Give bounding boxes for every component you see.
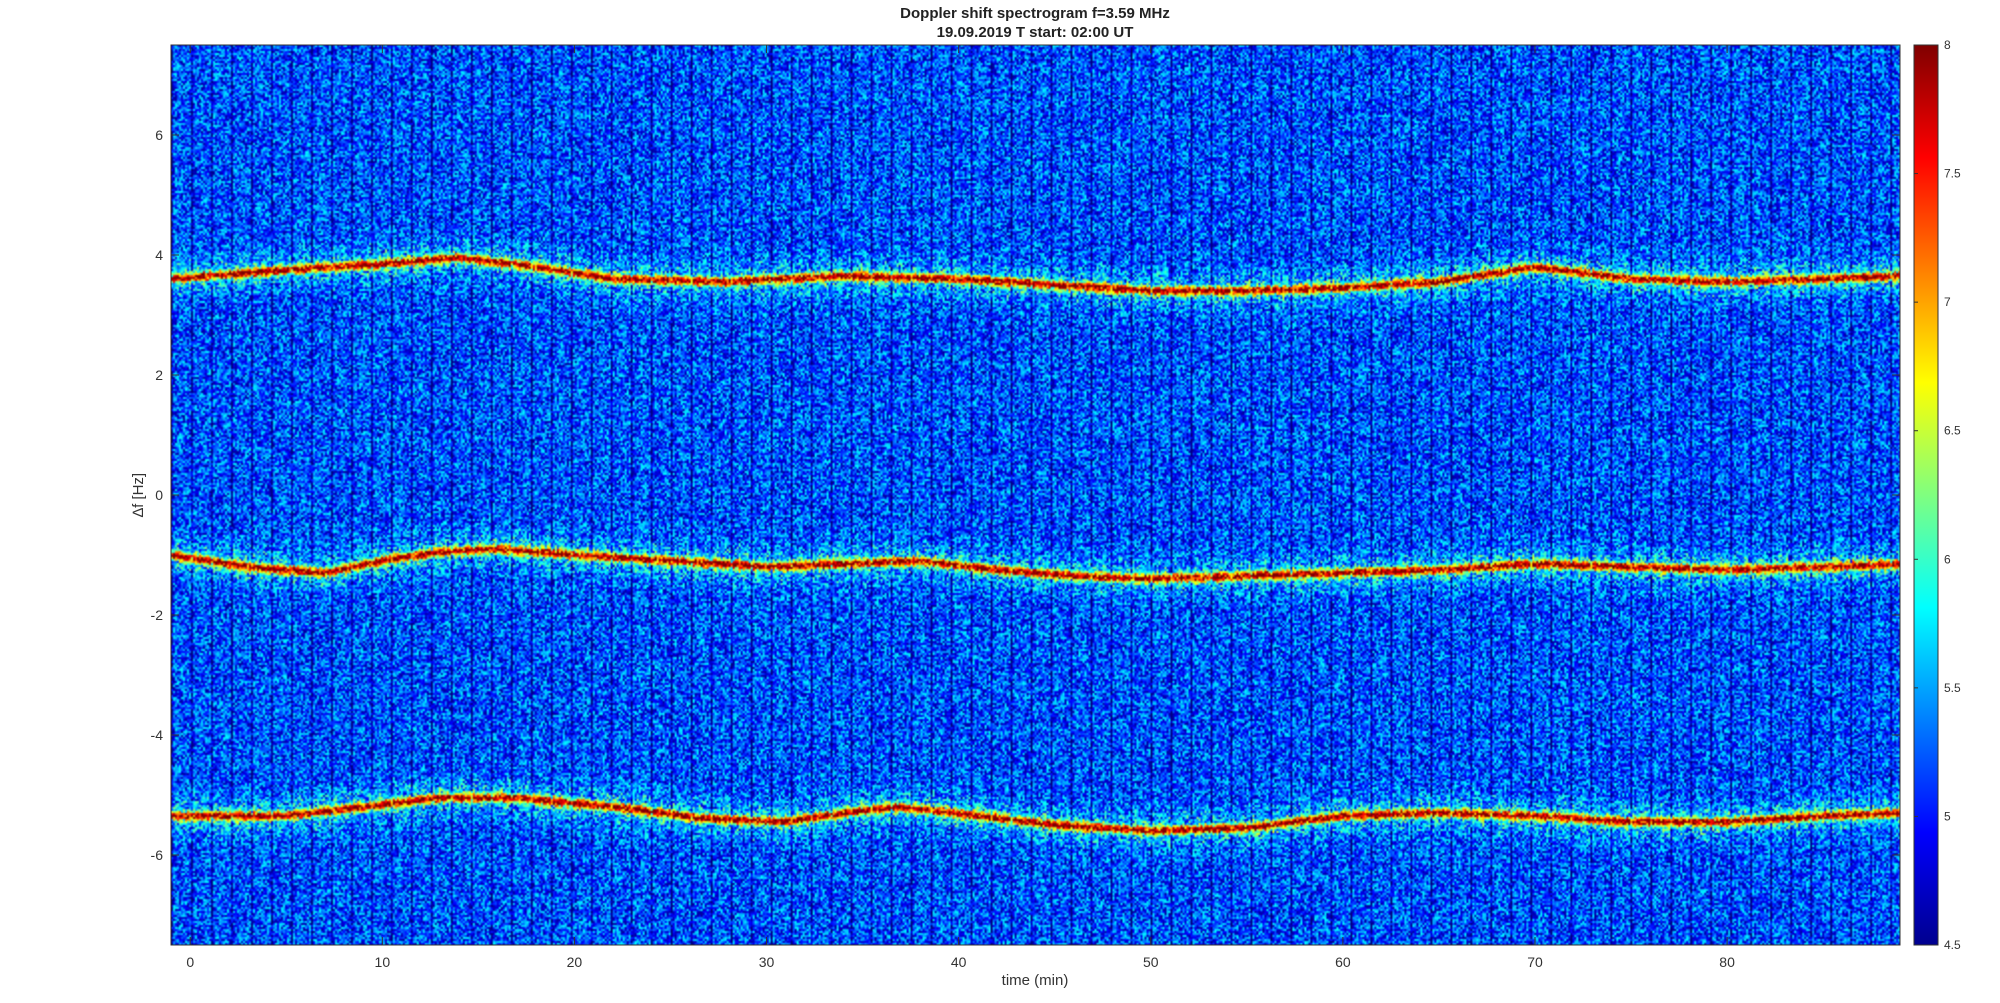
x-tick-label: 20 [567,954,583,970]
x-axis-label: time (min) [1002,972,1069,989]
colorbar-tick-label: 5.5 [1944,681,1961,695]
y-tick-label: -4 [151,727,164,743]
x-tick-label: 0 [186,954,194,970]
x-tick-label: 60 [1335,954,1351,970]
x-tick-label: 30 [759,954,775,970]
x-tick-label: 10 [375,954,391,970]
y-axis: 6 4 2 0 -2 -4 -6 [151,127,1900,863]
colorbar-tick-label: 5 [1944,809,1951,823]
y-axis-label: ∆f [Hz] [130,473,147,517]
chart-subtitle: 19.09.2019 T start: 02:00 UT [937,24,1134,41]
colorbar-gradient [1913,44,1939,946]
colorbar-tick-label: 7.5 [1944,167,1961,181]
colorbar-tick-label: 4.5 [1944,938,1961,952]
colorbar-ticks: 8 7.5 7 6.5 6 5.5 5 4.5 [1914,38,1961,952]
y-tick-label: -2 [151,607,164,623]
colorbar-tick-label: 7 [1944,295,1951,309]
spectrogram-heatmap [171,45,1900,945]
x-tick-label: 50 [1143,954,1159,970]
colorbar: 8 7.5 7 6.5 6 5.5 5 4.5 [1913,38,1961,952]
x-axis: 0 10 20 30 40 50 60 70 80 [186,45,1735,970]
colorbar-tick-label: 8 [1944,38,1951,52]
colorbar-tick-label: 6.5 [1944,424,1961,438]
y-tick-label: 6 [155,127,163,143]
x-tick-label: 40 [951,954,967,970]
y-tick-label: -6 [151,847,164,863]
chart-title: Doppler shift spectrogram f=3.59 MHz [900,5,1170,22]
y-tick-label: 2 [155,367,163,383]
colorbar-tick-label: 6 [1944,552,1951,566]
plot-area [170,44,1901,946]
x-tick-label: 70 [1527,954,1543,970]
y-tick-label: 0 [155,487,163,503]
x-tick-label: 80 [1719,954,1735,970]
y-tick-label: 4 [155,247,163,263]
